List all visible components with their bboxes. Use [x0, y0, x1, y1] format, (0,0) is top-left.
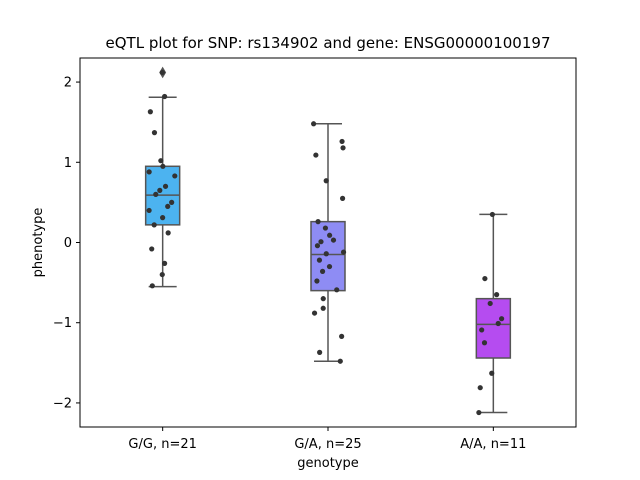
- data-point: [311, 121, 317, 127]
- data-point: [161, 260, 168, 266]
- data-point: [317, 349, 323, 355]
- data-point: [479, 327, 485, 333]
- data-point: [340, 249, 347, 255]
- data-point: [159, 271, 165, 278]
- data-point: [340, 145, 346, 151]
- data-point: [314, 243, 321, 249]
- box-group: [144, 66, 181, 289]
- data-point: [481, 340, 488, 346]
- data-point: [146, 169, 152, 175]
- data-point: [162, 183, 169, 189]
- box-group: [310, 121, 347, 364]
- data-point: [477, 385, 483, 391]
- data-point: [165, 230, 171, 236]
- data-point: [316, 257, 323, 263]
- y-axis: −2 −1 0 1 2: [53, 76, 80, 411]
- data-point: [315, 219, 321, 225]
- data-point: [323, 251, 329, 257]
- y-tick-label: 0: [64, 236, 72, 251]
- data-point: [160, 163, 166, 169]
- data-point: [494, 292, 500, 298]
- data-point: [320, 296, 326, 302]
- data-point: [339, 333, 345, 339]
- data-point: [160, 215, 166, 221]
- chart-title: eQTL plot for SNP: rs134902 and gene: EN…: [106, 34, 551, 52]
- data-point: [149, 246, 155, 252]
- data-point: [326, 263, 333, 270]
- data-point: [149, 283, 155, 289]
- x-axis-title: genotype: [297, 456, 358, 471]
- data-point: [319, 268, 326, 274]
- data-point: [147, 109, 153, 115]
- y-tick-label: −1: [53, 316, 72, 331]
- data-point: [320, 305, 326, 311]
- data-point: [487, 300, 493, 307]
- data-point: [323, 178, 329, 184]
- data-point: [158, 158, 164, 164]
- data-point: [318, 239, 324, 245]
- y-axis-title: phenotype: [31, 208, 46, 278]
- data-point: [334, 287, 340, 293]
- data-point: [482, 275, 488, 282]
- data-point: [330, 237, 337, 243]
- data-point: [476, 409, 482, 416]
- data-point: [322, 225, 329, 231]
- data-point: [339, 195, 346, 201]
- data-point: [162, 93, 168, 100]
- x-tick-label: A/A, n=11: [460, 437, 526, 452]
- data-point: [172, 173, 178, 179]
- box-group: [475, 211, 512, 416]
- data-point: [314, 278, 320, 284]
- x-tick-label: G/G, n=21: [128, 437, 196, 452]
- data-point: [169, 199, 175, 205]
- data-point: [495, 320, 501, 327]
- plot-area: [144, 66, 512, 416]
- data-point: [151, 130, 158, 136]
- data-point: [489, 370, 495, 376]
- y-tick-label: 1: [64, 156, 72, 171]
- data-point: [499, 316, 505, 322]
- y-tick-label: −2: [53, 396, 72, 411]
- x-tick-label: G/A, n=25: [294, 437, 361, 452]
- data-point: [159, 69, 165, 76]
- data-point: [311, 310, 318, 316]
- data-point: [337, 358, 343, 364]
- data-point: [327, 232, 333, 238]
- data-point: [313, 152, 319, 158]
- data-point: [153, 191, 159, 197]
- data-point: [489, 211, 495, 218]
- data-point: [339, 138, 345, 145]
- x-axis: G/G, n=21 G/A, n=25 A/A, n=11: [128, 427, 526, 452]
- data-point: [146, 207, 152, 214]
- data-point: [165, 203, 171, 210]
- y-tick-label: 2: [64, 76, 72, 91]
- data-point: [151, 222, 157, 228]
- data-point: [157, 187, 163, 193]
